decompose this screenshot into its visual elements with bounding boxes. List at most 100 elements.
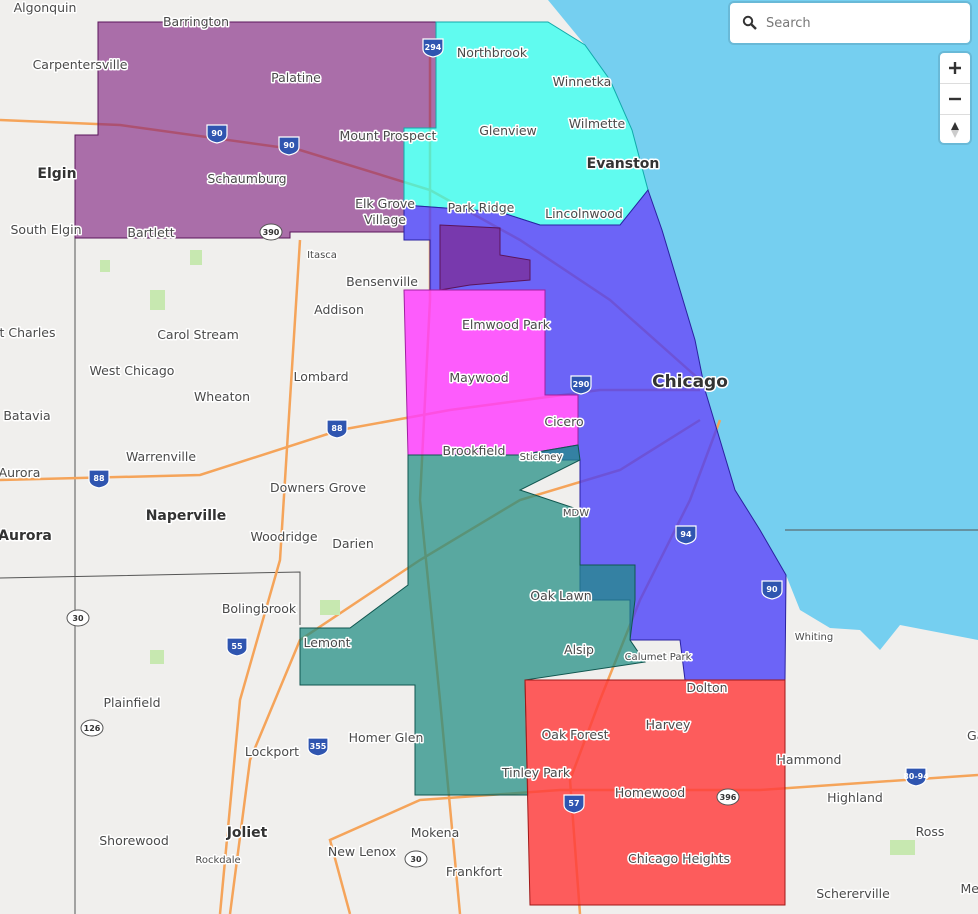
place-label: Carol Stream xyxy=(157,327,239,342)
place-label: Addison xyxy=(314,302,364,317)
shield-icon xyxy=(226,637,248,657)
place-label: Alsip xyxy=(564,642,594,657)
place-label: Rockdale xyxy=(195,855,240,866)
shield-icon xyxy=(761,580,783,600)
place-label: Highland xyxy=(827,790,883,805)
shield-label: 294 xyxy=(425,43,442,52)
shield-icon xyxy=(404,850,428,868)
place-label: Lemont xyxy=(303,635,350,650)
zoom-in[interactable] xyxy=(940,53,970,84)
route-shield: 30 xyxy=(404,850,428,868)
place-label: Bartlett xyxy=(127,225,174,240)
place-label: Joliet xyxy=(226,825,268,841)
place-label: Carpentersville xyxy=(33,57,128,72)
place-label: Wilmette xyxy=(569,116,626,131)
place-label: Cicero xyxy=(544,414,583,429)
place-label: Elmwood Park xyxy=(462,317,551,332)
shield-icon xyxy=(570,375,592,395)
shield-icon xyxy=(66,609,90,627)
shield-label: 30 xyxy=(410,855,422,864)
shield-icon xyxy=(307,737,329,757)
district-red xyxy=(524,679,786,906)
place-label: Oak Lawn xyxy=(530,588,591,603)
place-label: Wheaton xyxy=(194,389,250,404)
place-label: South Elgin xyxy=(10,222,81,237)
shield-icon xyxy=(716,788,740,806)
place-label: Mount Prospect xyxy=(340,128,437,143)
place-label: Park Ridge xyxy=(448,200,515,215)
shield-icon xyxy=(206,124,228,144)
place-label: Chicago Heights xyxy=(628,851,730,866)
place-label: Brookfield xyxy=(443,443,506,458)
place-label: Downers Grove xyxy=(270,480,366,495)
shield-icon xyxy=(88,469,110,489)
place-label: Merrill xyxy=(961,881,978,896)
route-shield: 90 xyxy=(761,580,783,600)
shield-icon xyxy=(675,525,697,545)
compass-icon xyxy=(951,122,959,138)
shield-label: 88 xyxy=(93,474,105,483)
place-label: Algonquin xyxy=(14,0,77,15)
place-label: Winnetka xyxy=(553,74,612,89)
route-shield: 88 xyxy=(326,419,348,439)
route-shield: 94 xyxy=(675,525,697,545)
shield-label: 396 xyxy=(720,793,737,802)
zoom-controls xyxy=(940,53,970,143)
place-label: Stickney xyxy=(520,452,563,463)
route-shield: 55 xyxy=(226,637,248,657)
parks xyxy=(100,250,915,855)
place-label: Homewood xyxy=(615,785,685,800)
park xyxy=(890,840,915,855)
place-label: Bolingbrook xyxy=(222,601,297,616)
shield-label: 30 xyxy=(72,614,84,623)
route-shield: 57 xyxy=(563,794,585,814)
place-label: Gary xyxy=(967,728,978,743)
route-shield: 90 xyxy=(278,136,300,156)
place-label: Mokena xyxy=(411,825,460,840)
shield-icon xyxy=(259,223,283,241)
place-label: Aurora xyxy=(0,528,52,544)
place-label: Lombard xyxy=(293,369,348,384)
search-box[interactable]: Search xyxy=(730,3,970,43)
place-label: Shorewood xyxy=(99,833,169,848)
compass[interactable] xyxy=(940,115,970,145)
place-label: Woodridge xyxy=(250,529,317,544)
place-label: Batavia xyxy=(3,408,50,423)
districts xyxy=(74,21,787,906)
shield-label: 390 xyxy=(263,228,280,237)
search-icon xyxy=(742,15,757,30)
shield-label: 88 xyxy=(331,424,343,433)
place-label: Plainfield xyxy=(103,695,160,710)
park xyxy=(190,250,202,265)
park xyxy=(100,260,110,272)
route-shield: 396 xyxy=(716,788,740,806)
shield-label: 90 xyxy=(283,141,295,150)
place-label: MDW xyxy=(563,508,589,519)
shields-layer: 294 90 90 390 290 88 88 94 90 30 55 355 126 57 396 80-9… xyxy=(66,38,929,868)
route-shield: 355 xyxy=(307,737,329,757)
place-label: Chicago xyxy=(652,372,728,392)
place-label: New Lenox xyxy=(328,844,396,859)
place-label: Village xyxy=(364,212,406,227)
road xyxy=(218,239,302,914)
place-label: Frankfort xyxy=(446,864,502,879)
zoom-out[interactable] xyxy=(940,84,970,115)
shield-label: 90 xyxy=(766,585,778,594)
shield-icon xyxy=(326,419,348,439)
place-label: Whiting xyxy=(795,632,833,643)
place-label: Harvey xyxy=(646,717,691,732)
park xyxy=(150,650,164,664)
route-shield: 88 xyxy=(88,469,110,489)
shield-label: 80-94 xyxy=(903,772,929,781)
plus-icon xyxy=(949,62,961,74)
county-line xyxy=(0,238,978,914)
place-label: Darien xyxy=(332,536,374,551)
shield-icon xyxy=(563,794,585,814)
route-shield: 126 xyxy=(80,719,104,737)
shield-icon xyxy=(905,767,927,787)
place-label: Bensenville xyxy=(346,274,418,289)
place-label: Schererville xyxy=(816,886,890,901)
place-label: Warrenville xyxy=(126,449,196,464)
